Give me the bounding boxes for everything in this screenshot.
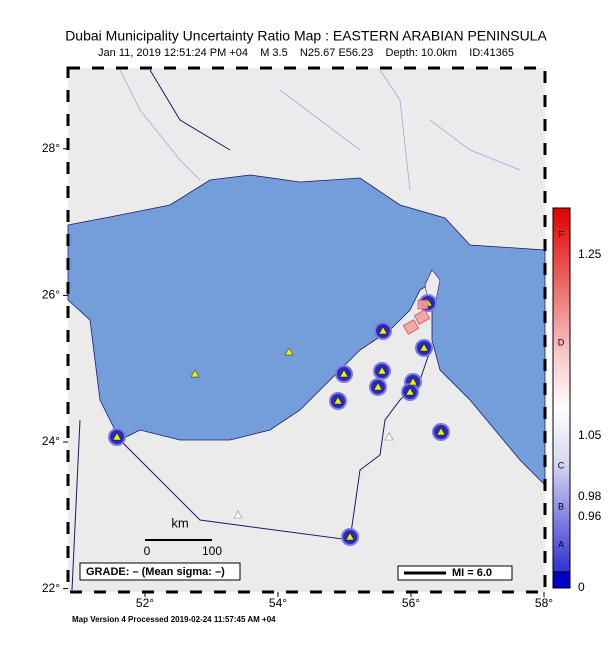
- colorbar-labels: 1.25 1.05 0.98 0.96 0: [578, 247, 602, 594]
- lat-tick-label: 28°: [42, 141, 60, 155]
- lon-tick-label: 58°: [535, 596, 553, 610]
- scale-start: 0: [144, 544, 151, 558]
- grade-letter: D: [558, 337, 565, 347]
- colorbar-label: 1.25: [578, 247, 602, 261]
- lat-tick-label: 22°: [42, 581, 60, 595]
- lon-tick-label: 52°: [136, 596, 154, 610]
- grade-letter: A: [558, 539, 564, 549]
- colorbar-zero: [552, 571, 571, 589]
- colorbar-label: 0.98: [578, 489, 602, 503]
- grade-letter: F: [558, 229, 564, 239]
- stations: [108, 294, 450, 546]
- title: Dubai Municipality Uncertainty Ratio Map…: [65, 28, 547, 44]
- colorbar-label: 0: [578, 580, 585, 594]
- colorbar: [552, 207, 571, 573]
- rivers: [119, 69, 521, 191]
- mi-legend: MI = 6.0: [452, 567, 492, 579]
- lat-tick-label: 24°: [42, 434, 60, 448]
- lat-tick-label: 26°: [42, 288, 60, 302]
- mi-box: [397, 565, 513, 581]
- colorbar-label: 1.05: [578, 428, 602, 442]
- lon-tick-label: 54°: [269, 596, 287, 610]
- frame: [66, 66, 547, 594]
- scale-end: 100: [202, 544, 222, 558]
- colorbar-grades: F D C B A: [558, 229, 565, 549]
- colorbar-label: 0.96: [578, 509, 602, 523]
- subtitle: Jan 11, 2019 12:51:24 PM +04 M 3.5 N25.6…: [98, 47, 514, 59]
- grade-letter: B: [558, 501, 564, 511]
- scale-unit: km: [171, 515, 188, 530]
- grade-letter: C: [558, 460, 565, 470]
- grade: GRADE: – (Mean sigma: –): [86, 566, 225, 578]
- footer: Map Version 4 Processed 2019-02-24 11:57…: [72, 615, 276, 624]
- grade-box: [79, 562, 241, 581]
- lon-tick-label: 56°: [402, 596, 420, 610]
